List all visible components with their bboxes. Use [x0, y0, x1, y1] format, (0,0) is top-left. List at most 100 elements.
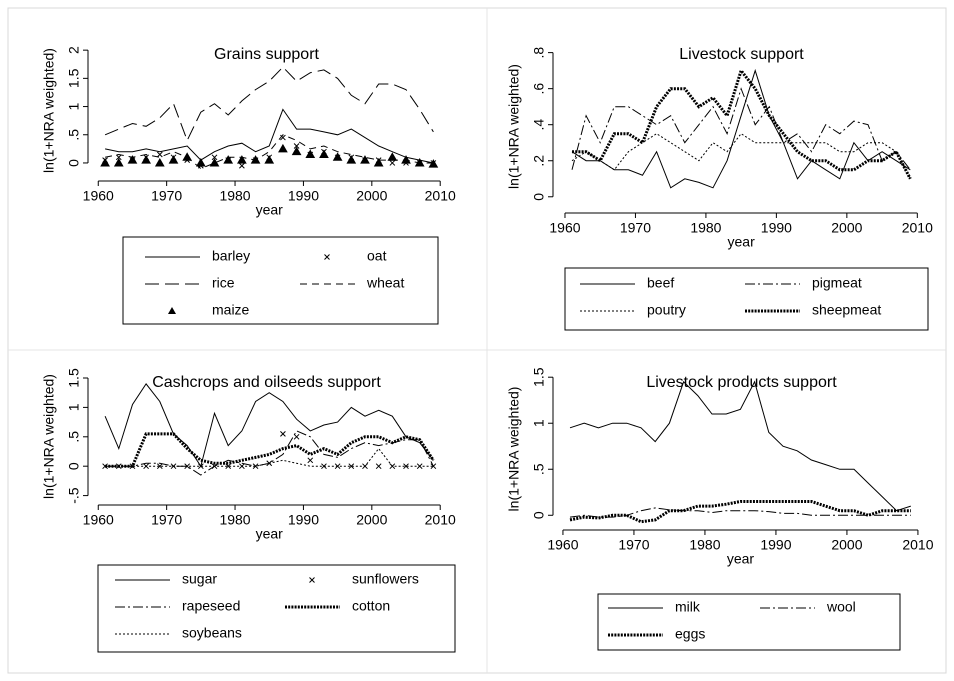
legend-label: milk [675, 599, 701, 615]
series-marker [195, 157, 206, 167]
series-line [104, 108, 434, 164]
series-marker [360, 155, 370, 164]
y-tick-label: .8 [531, 47, 547, 59]
legend-label: rapeseed [182, 598, 240, 614]
series-marker [375, 463, 382, 470]
x-tick-label: 1970 [151, 188, 182, 204]
chart-title: Livestock support [679, 46, 804, 63]
y-axis-title: ln(1+NRA weighted) [41, 374, 57, 499]
series-marker [414, 157, 425, 167]
legend-label: barley [212, 248, 250, 264]
y-axis-title: ln(1+NRA weighted) [506, 64, 522, 189]
x-tick-label: 1970 [618, 537, 649, 553]
series-marker [156, 463, 163, 470]
legend-box [564, 267, 929, 331]
series-line [569, 507, 911, 518]
legend-swatch [309, 577, 315, 583]
series-marker [115, 154, 122, 161]
x-tick-label: 1970 [620, 220, 651, 236]
series-line [105, 430, 434, 476]
y-tick-label: 1 [66, 102, 82, 110]
legend-label: wheat [366, 275, 404, 291]
series-marker [100, 157, 110, 167]
series-marker [291, 146, 302, 156]
legend-label: eggs [675, 626, 705, 642]
series-marker [280, 431, 286, 437]
series-marker [305, 149, 316, 158]
x-tick-label: 1990 [288, 512, 319, 528]
legend-label: poutry [647, 302, 686, 318]
outer-frame [7, 7, 947, 674]
x-tick-label: 1980 [689, 537, 720, 553]
series-marker [127, 155, 138, 164]
chart-title: Cashcrops and oilseeds support [152, 374, 381, 391]
x-tick-label: 2000 [356, 188, 387, 204]
series-marker [211, 154, 218, 161]
x-tick-label: 2010 [902, 537, 933, 553]
series-marker [389, 160, 396, 166]
y-tick-label: .6 [531, 83, 547, 95]
series-marker [293, 143, 300, 149]
y-tick-label: .5 [66, 129, 82, 141]
x-tick-label: 1990 [761, 220, 792, 236]
series-marker [113, 157, 124, 167]
series-line [569, 500, 911, 524]
y-tick-label: 0 [531, 193, 547, 201]
series-line [571, 68, 911, 189]
series-marker [264, 155, 275, 164]
chart-title: Grains support [214, 46, 319, 63]
series-marker [239, 162, 245, 169]
series-marker [332, 152, 343, 161]
series-line [105, 447, 434, 467]
legend-label: oat [367, 248, 387, 264]
x-tick-label: 2000 [831, 537, 862, 553]
series-line [571, 133, 911, 180]
x-tick-label: 1980 [219, 188, 250, 204]
x-tick-label: 1980 [690, 220, 721, 236]
series-marker [223, 155, 234, 164]
x-tick-label: 2000 [831, 220, 862, 236]
series-marker [373, 157, 384, 167]
series-marker [348, 463, 355, 470]
y-tick-label: .5 [531, 463, 547, 475]
legend-box [597, 593, 901, 651]
y-tick-label: 1 [531, 419, 547, 427]
x-tick-label: 1960 [549, 220, 580, 236]
y-tick-label: .5 [66, 431, 82, 443]
y-tick-label: 0 [66, 462, 82, 470]
legend-label: beef [647, 275, 674, 291]
series-marker [156, 151, 163, 158]
chart-title: Livestock products support [646, 374, 837, 391]
legend-label: sugar [182, 571, 217, 587]
y-tick-label: 1.5 [66, 368, 82, 388]
x-tick-label: 1960 [83, 512, 114, 528]
x-tick-label: 1970 [151, 512, 182, 528]
x-tick-label: 2010 [425, 512, 456, 528]
series-marker [154, 157, 165, 167]
legend-label: wool [826, 599, 856, 615]
series-marker [346, 155, 357, 164]
y-tick-label: 0 [66, 159, 82, 167]
y-tick-label: 1.5 [66, 68, 82, 88]
series-marker [102, 463, 108, 470]
series-marker [387, 152, 398, 161]
x-axis-title: year [256, 526, 284, 542]
series-line [104, 66, 434, 142]
series-marker [237, 155, 247, 164]
x-tick-label: 2000 [356, 512, 387, 528]
y-axis-title: ln(1+NRA weighted) [506, 387, 522, 512]
series-line [104, 383, 434, 468]
y-tick-label: 0 [531, 511, 547, 519]
y-axis-title: ln(1+NRA weighted) [41, 48, 57, 173]
legend-label: sheepmeat [812, 302, 881, 318]
series-marker [319, 149, 329, 158]
series-marker [184, 463, 191, 470]
legend-label: rice [212, 275, 235, 291]
y-tick-label: 1.5 [531, 367, 547, 387]
series-marker [209, 157, 220, 167]
series-line [569, 380, 911, 512]
series-marker [428, 159, 439, 168]
series-marker [250, 155, 261, 164]
series-marker [141, 155, 151, 164]
